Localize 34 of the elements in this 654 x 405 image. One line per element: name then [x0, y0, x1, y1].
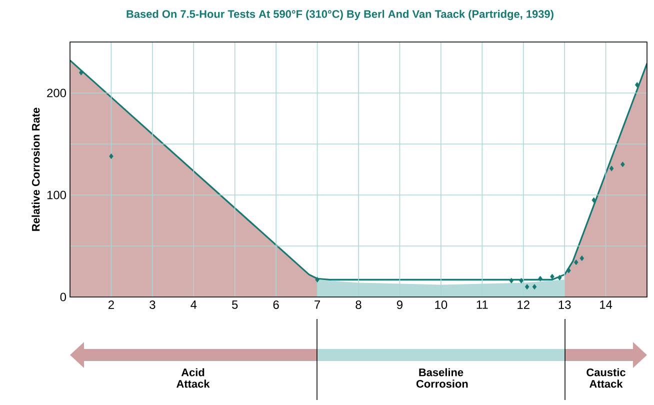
point — [519, 278, 524, 284]
point — [524, 284, 530, 290]
x-tick-label: 7 — [314, 300, 320, 309]
chart-title: Based On 7.5-Hour Tests At 590°F (310°C) By Berl And Van Taack (Partridge, 1939) — [126, 10, 554, 20]
x-tick-label: 9 — [396, 300, 402, 309]
point — [532, 284, 537, 290]
y-axis-title: Relative Corrosion Rate — [32, 108, 40, 231]
x-tick-label: 11 — [476, 300, 488, 309]
point — [620, 162, 625, 168]
x-tick-label: 10 — [435, 300, 448, 309]
point — [550, 274, 554, 280]
y-tick-label: 200 — [47, 88, 66, 98]
x-tick-label: 12 — [518, 300, 530, 309]
point — [574, 260, 578, 266]
x-tick-label: 8 — [356, 300, 362, 309]
point — [315, 276, 320, 282]
y-tick-label: 0 — [60, 292, 66, 302]
point — [609, 166, 614, 172]
text: Caustic Attack — [586, 368, 626, 388]
y-tick-label: 100 — [47, 190, 66, 200]
point — [580, 255, 584, 262]
text: Acid Attack — [176, 368, 210, 388]
point — [538, 276, 542, 282]
text: Baseline Corrosion — [416, 368, 468, 388]
x-tick-label: 6 — [273, 300, 279, 309]
point — [509, 278, 514, 284]
x-tick-label: 2 — [108, 300, 114, 309]
x-tick-label: 13 — [558, 300, 571, 309]
x-tick-label: 3 — [150, 300, 156, 309]
point — [557, 274, 562, 280]
x-tick-label: 14 — [600, 300, 612, 309]
x-tick-label: 4 — [190, 300, 197, 309]
x-tick-label: 5 — [232, 300, 238, 309]
point — [592, 197, 596, 203]
